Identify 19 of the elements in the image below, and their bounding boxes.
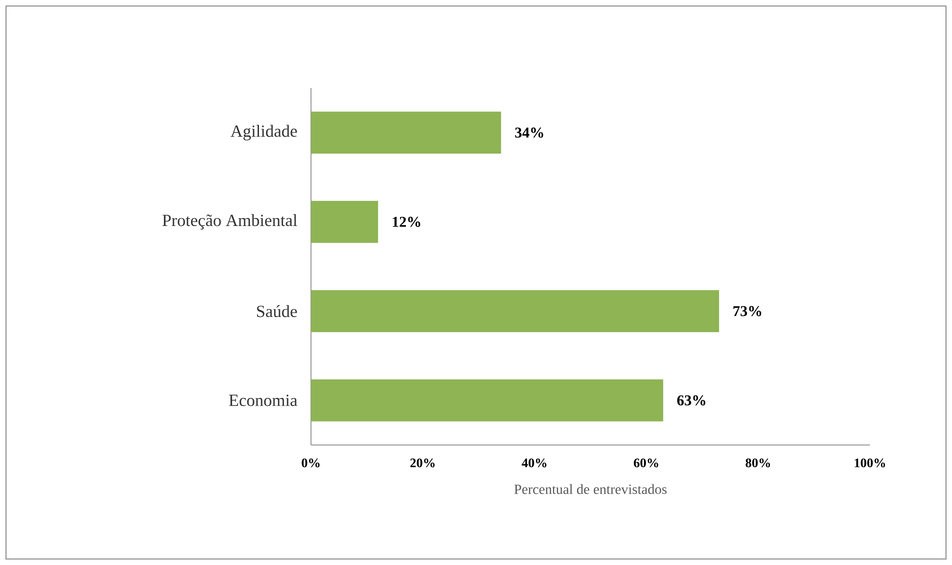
data-label: 12%	[392, 216, 420, 227]
bar	[311, 200, 378, 243]
x-tick-label: 40%	[522, 458, 546, 468]
data-label: 34%	[515, 128, 544, 138]
y-tick-label: Economia	[229, 394, 298, 406]
data-label: 63%	[677, 395, 706, 406]
x-tick-label: 20%	[410, 458, 435, 468]
x-axis-title: Percentual de entrevistados	[514, 484, 667, 494]
data-label: 73%	[733, 306, 762, 316]
bar	[311, 379, 664, 422]
y-tick-label: Saúde	[257, 305, 297, 318]
x-tick-label: 100%	[854, 458, 886, 468]
x-tick-label: 0%	[302, 458, 320, 468]
bar	[311, 290, 720, 332]
y-tick-label: Agilidade	[230, 124, 297, 140]
x-tick-label: 60%	[634, 458, 658, 468]
x-tick-label: 80%	[746, 458, 770, 468]
bar	[311, 112, 502, 154]
y-tick-label: Proteção Ambiental	[162, 214, 298, 230]
